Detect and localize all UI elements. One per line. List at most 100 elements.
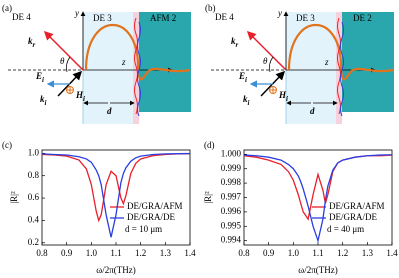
axis-label: y xyxy=(74,8,79,18)
x-tick-label: 1.0 xyxy=(288,248,300,258)
axis-label: z xyxy=(121,57,126,67)
y-tick-label: 0.994 xyxy=(221,235,242,245)
plot-frame xyxy=(41,149,191,246)
kr-label-main: k xyxy=(231,36,236,46)
layer-label: DE 2 xyxy=(353,13,372,23)
red-wave xyxy=(337,17,341,115)
hi-label-sub: i xyxy=(286,95,288,103)
x-tick-label: 0.8 xyxy=(36,248,48,258)
y-tick-label: 0.997 xyxy=(221,192,242,202)
layer-label: DE 3 xyxy=(93,13,112,23)
ei-label-sub: i xyxy=(42,76,44,84)
y-tick-label: 1.0 xyxy=(28,147,40,157)
ki-label-sub: i xyxy=(248,99,250,107)
kr-arrow xyxy=(246,30,287,71)
y-tick-label: 0.2 xyxy=(28,237,39,247)
right-layer xyxy=(342,12,394,112)
ki-label-main: k xyxy=(243,94,248,104)
x-tick-label: 1.3 xyxy=(362,248,374,258)
y-tick-label: 0.4 xyxy=(28,214,40,224)
diagram: (a)DE 4 DE 3 AFM 2 y z θ d xyxy=(2,3,191,124)
y-tick-label: 1.000 xyxy=(221,148,242,158)
layer-label: DE 3 xyxy=(296,13,315,23)
kr-arrow xyxy=(43,30,84,71)
ei-label: Ei xyxy=(238,71,247,84)
x-tick-label: 1.4 xyxy=(184,248,196,258)
line-series xyxy=(41,153,191,223)
blue-wave xyxy=(137,21,141,117)
legend-label: DE/GRA/DE xyxy=(127,212,175,222)
d-label: d xyxy=(310,106,315,116)
layer-label: DE 4 xyxy=(215,12,234,22)
y-tick-label: 0.996 xyxy=(221,206,242,216)
hi-symbol xyxy=(269,86,277,94)
layer-label: DE 4 xyxy=(12,12,31,22)
x-axis-label: ω/2π(THz) xyxy=(96,265,135,275)
ei-label-main: E xyxy=(238,71,245,81)
y-tick-label: 0.8 xyxy=(28,170,40,180)
x-tick-label: 1.2 xyxy=(135,248,146,258)
hi-symbol xyxy=(66,86,74,94)
field-profile xyxy=(84,23,191,81)
theta-arc xyxy=(269,56,274,73)
ki-label: ki xyxy=(40,94,47,107)
legend-label: DE/GRA/DE xyxy=(329,212,377,222)
kr-label-sub: r xyxy=(236,41,239,49)
kr-label-sub: r xyxy=(33,41,36,49)
line-series xyxy=(243,154,393,244)
x-tick-label: 0.8 xyxy=(238,248,250,258)
hi-label: Hi xyxy=(75,90,85,103)
x-tick-label: 1.3 xyxy=(160,248,172,258)
d-label: d xyxy=(107,106,112,116)
legend-label: DE/GRA/AFM xyxy=(329,201,385,211)
y-tick-label: 0.998 xyxy=(221,177,242,187)
layer-label: AFM 2 xyxy=(150,13,176,23)
kr-label-main: k xyxy=(28,36,33,46)
hi-label-main: H xyxy=(75,90,84,100)
y-tick-label: 0.995 xyxy=(221,220,242,230)
axis-label: z xyxy=(324,57,329,67)
line-series xyxy=(41,152,191,238)
x-tick-label: 1.2 xyxy=(337,248,348,258)
diagram: (b)DE 4 DE 3 DE 2 y z θ d xyxy=(205,3,394,124)
x-tick-label: 1.0 xyxy=(86,248,98,258)
y-axis-label: |R|² xyxy=(9,191,19,204)
y-tick-label: 0.999 xyxy=(221,163,242,173)
y-tick-label: 0.6 xyxy=(28,192,40,202)
ki-label: ki xyxy=(243,94,250,107)
x-tick-label: 1.1 xyxy=(312,248,323,258)
axis-label: y xyxy=(277,8,282,18)
angle-label: θ xyxy=(263,56,268,66)
x-tick-label: 1.4 xyxy=(386,248,398,258)
field-profile xyxy=(287,23,394,81)
ki-label-main: k xyxy=(40,94,45,104)
y-axis-label: |R|² xyxy=(203,191,213,204)
annotation: d = 40 μm xyxy=(327,224,364,234)
panel-label: (a) xyxy=(2,3,12,13)
ei-label-sub: i xyxy=(245,76,247,84)
x-tick-label: 0.9 xyxy=(61,248,73,258)
plot-frame xyxy=(243,149,393,246)
graphene-strip xyxy=(336,12,342,124)
theta-arc xyxy=(66,56,71,73)
ki-label-sub: i xyxy=(45,99,47,107)
x-tick-label: 0.9 xyxy=(263,248,275,258)
x-axis-label: ω/2π(THz) xyxy=(298,265,337,275)
hi-label-main: H xyxy=(278,90,287,100)
ei-label-main: E xyxy=(35,71,42,81)
panel-label: (d) xyxy=(204,140,215,150)
right-layer xyxy=(139,12,191,112)
angle-label: θ xyxy=(60,56,65,66)
kr-label: kr xyxy=(28,36,36,49)
panel-label: (b) xyxy=(205,3,216,13)
blue-wave xyxy=(340,21,344,117)
panel-label: (c) xyxy=(2,140,12,150)
hi-label-sub: i xyxy=(83,95,85,103)
annotation: d = 10 μm xyxy=(125,224,162,234)
ei-label: Ei xyxy=(35,71,44,84)
kr-label: kr xyxy=(231,36,239,49)
graphene-strip xyxy=(133,12,139,124)
hi-label: Hi xyxy=(278,90,288,103)
